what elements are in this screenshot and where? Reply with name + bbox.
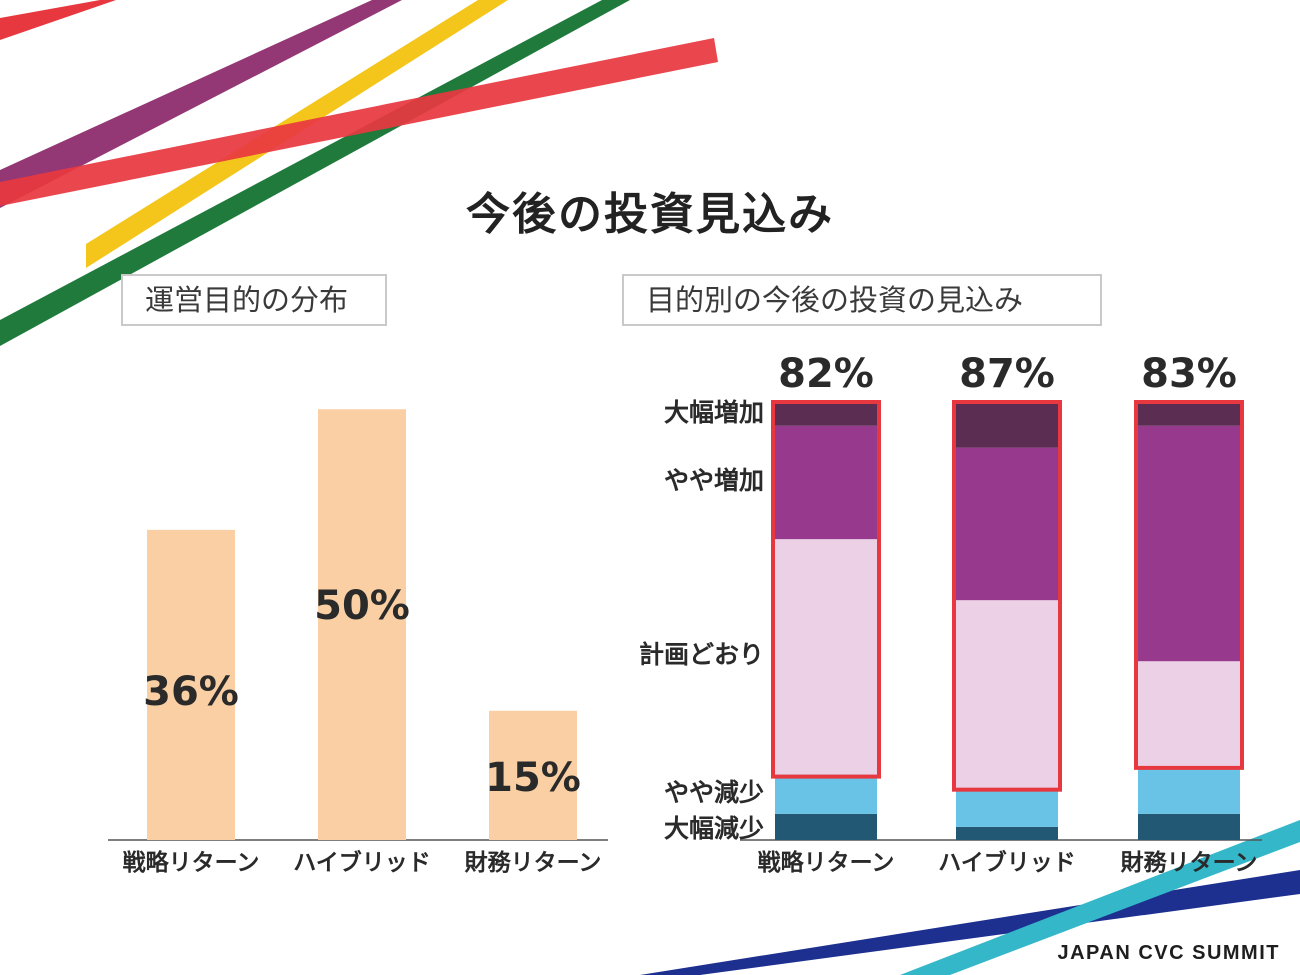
stack-segment-計画どおり — [1138, 661, 1240, 766]
category-label: 戦略リターン — [123, 849, 260, 876]
stack-segment-計画どおり — [775, 539, 877, 775]
highlight-percent-label: 82% — [778, 351, 874, 397]
series-label: やや減少 — [664, 778, 764, 807]
stripe-green — [0, 0, 630, 346]
series-label: 計画どおり — [639, 640, 764, 669]
bar-value-label: 50% — [314, 583, 410, 629]
bar-1 — [147, 529, 235, 840]
stripe-teal — [900, 820, 1300, 975]
right-panel-title: 目的別の今後の投資の見込み — [622, 274, 1102, 326]
highlight-box — [771, 400, 881, 779]
brand-logo: JAPAN CVC SUMMIT — [1057, 942, 1280, 964]
series-label: 大幅減少 — [664, 814, 764, 843]
stack-segment-大幅減少 — [775, 813, 877, 840]
stack-segment-大幅減少 — [1138, 813, 1240, 840]
stripe-red-top — [0, 0, 116, 40]
stack-segment-やや増加 — [1138, 425, 1240, 662]
highlight-box — [952, 400, 1062, 792]
highlight-percent-label: 83% — [1141, 351, 1237, 397]
category-label: 戦略リターン — [758, 849, 895, 876]
category-label: 財務リターン — [1121, 849, 1258, 876]
bar-value-label: 36% — [143, 669, 239, 715]
stack-segment-計画どおり — [956, 600, 1058, 788]
stripe-red-long — [0, 38, 718, 206]
bar-2 — [318, 409, 406, 840]
series-label: 大幅増加 — [664, 398, 764, 427]
series-label: やや増加 — [664, 466, 764, 495]
highlight-box — [1134, 400, 1244, 770]
stack-segment-やや減少 — [1138, 765, 1240, 814]
category-label: ハイブリッド — [938, 849, 1076, 876]
bar-3 — [489, 710, 577, 840]
stack-segment-大幅減少 — [956, 826, 1058, 840]
bar-value-label: 15% — [485, 755, 581, 801]
stack-segment-大幅増加 — [1138, 404, 1240, 426]
stripe-purple — [0, 0, 402, 208]
stack-segment-大幅増加 — [956, 404, 1058, 448]
stack-segment-やや減少 — [956, 787, 1058, 827]
highlight-percent-label: 87% — [959, 351, 1055, 397]
category-label: ハイブリッド — [293, 849, 431, 876]
page-title: 今後の投資見込み — [466, 189, 834, 240]
stack-segment-やや増加 — [956, 447, 1058, 601]
stack-segment-大幅増加 — [775, 404, 877, 426]
stack-segment-やや減少 — [775, 774, 877, 814]
left-panel-title: 運営目的の分布 — [121, 274, 387, 326]
stack-segment-やや増加 — [775, 425, 877, 540]
category-label: 財務リターン — [465, 849, 602, 876]
